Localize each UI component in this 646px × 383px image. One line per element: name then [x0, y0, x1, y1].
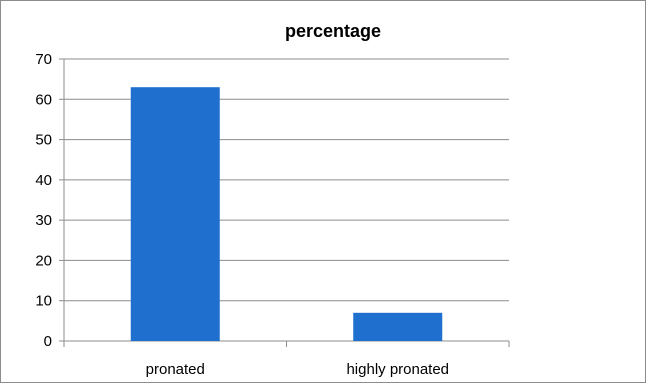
y-tick-label: 0 — [44, 333, 52, 350]
category-labels: pronated highly pronated — [146, 361, 449, 378]
y-tick-labels: 0 10 20 30 40 50 60 70 — [35, 51, 52, 350]
x-category-label: pronated — [146, 361, 205, 378]
y-tick-label: 10 — [35, 293, 52, 310]
y-tick-label: 40 — [35, 172, 52, 189]
y-tick-label: 70 — [35, 51, 52, 68]
y-tick-label: 50 — [35, 132, 52, 149]
y-tick-label: 60 — [35, 91, 52, 108]
axes — [59, 58, 510, 347]
x-category-label: highly pronated — [346, 361, 449, 378]
bar-highly-pronated — [353, 312, 443, 341]
bar-pronated — [130, 87, 220, 341]
y-tick-label: 20 — [35, 252, 52, 269]
chart-title: percentage — [285, 21, 381, 41]
y-tick-label: 30 — [35, 212, 52, 229]
bars — [130, 87, 443, 341]
